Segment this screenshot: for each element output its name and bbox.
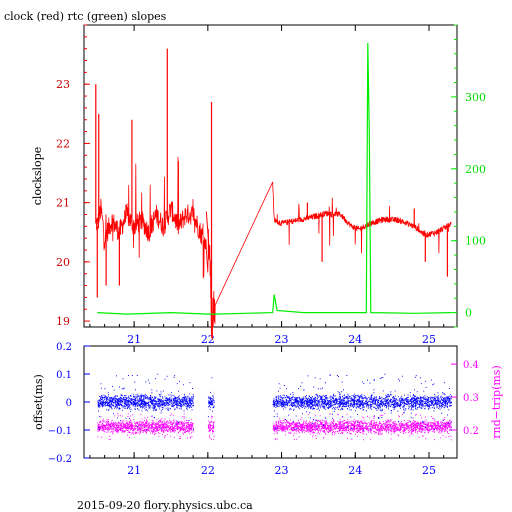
bottom-xtick-label: 21 [127,464,141,477]
bottom-y2tick-label: 0.3 [463,393,479,404]
bottom-ytick-label: 0 [66,398,72,409]
top-ytick-label: 20 [56,256,70,269]
top-plot-area [95,42,452,340]
top-y2tick-label: 0 [465,307,472,320]
footer-text: 2015-09-20 flory.physics.ubc.ca [77,499,253,512]
top-ytick-label: 21 [56,197,70,210]
rtc-series-line [97,42,452,315]
bottom-xtick-label: 23 [275,464,289,477]
top-plot-frame [83,24,458,328]
bottom-y2label: rnd−trip(ms) [490,365,503,439]
bottom-ytick-label: 0.1 [56,370,72,381]
top-y2tick-label: 300 [465,91,486,104]
top-y2tick-label: 200 [465,163,486,176]
top-ylabel: clockslope [31,147,44,205]
offset-points [97,373,452,431]
top-ytick-label: 19 [56,315,70,328]
bottom-ytick-label: −0.1 [48,426,72,437]
top-xtick-label: 21 [127,333,141,346]
top-ytick-label: 22 [56,137,70,150]
top-xtick-label: 23 [275,333,289,346]
bottom-xtick-label: 22 [201,464,215,477]
chart-title: clock (red) rtc (green) slopes [4,10,167,23]
clock-ramp-down [205,211,210,254]
bottom-axes: 21 22 23 24 25 −0.2 −0.1 0 0.1 0.2 0.2 0.3 0.4 [48,342,479,477]
bottom-ytick-label: −0.2 [48,454,72,465]
bottom-ylabel: offset(ms) [32,374,45,430]
roundtrip-points [97,413,452,441]
top-xtick-label: 25 [422,333,436,346]
bottom-y2tick-label: 0.4 [463,360,479,371]
bottom-xtick-label: 25 [422,464,436,477]
bottom-xtick-label: 24 [348,464,362,477]
bottom-ytick-label: 0.2 [56,342,72,353]
bottom-plot-area [97,373,452,441]
clock-series-line [95,156,452,340]
top-ytick-label: 23 [56,78,70,91]
top-xtick-label: 24 [348,333,362,346]
top-y2tick-label: 100 [465,235,486,248]
bottom-y2tick-label: 0.2 [463,426,479,437]
